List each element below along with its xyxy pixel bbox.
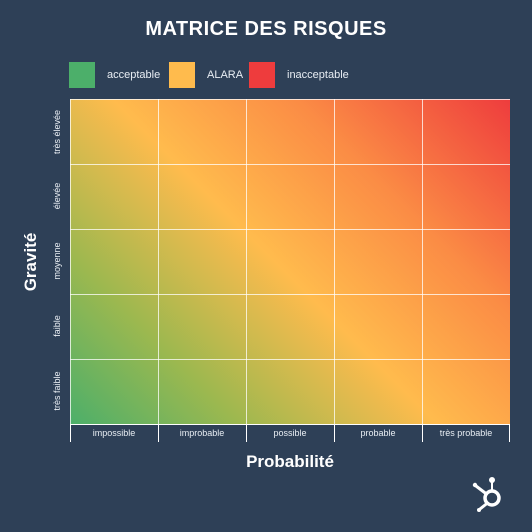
x-tick-label: probable [360, 428, 396, 438]
x-tick-mark [158, 424, 159, 442]
y-tick-label-text: élevée [52, 182, 62, 210]
hubspot-logo-icon [472, 477, 501, 512]
x-tick-mark [509, 424, 510, 442]
legend-swatch-acceptable [69, 62, 95, 88]
x-tick-mark [70, 424, 71, 442]
grid-line-vertical [158, 99, 159, 424]
x-axis-title: Probabilité [246, 452, 334, 471]
legend-swatch-alara [169, 62, 195, 88]
legend-label-inacceptable: inacceptable [287, 69, 349, 81]
legend-item-inacceptable: inacceptable [249, 62, 349, 88]
risk-matrix-heatmap [70, 99, 510, 424]
grid-line-horizontal [70, 229, 510, 230]
grid-line-horizontal [70, 164, 510, 165]
grid-line-horizontal [70, 294, 510, 295]
legend-label-acceptable: acceptable [107, 69, 161, 81]
legend-item-alara: ALARA [169, 62, 243, 88]
y-axis-title-text: Gravité [21, 232, 40, 292]
legend-swatch-inacceptable [249, 62, 275, 88]
legend: acceptable ALARA inacceptable [0, 62, 532, 88]
legend-label-alara: ALARA [207, 69, 244, 81]
chart-title: MATRICE DES RISQUES [145, 18, 387, 40]
x-tick-label: très probable [439, 428, 493, 438]
grid-line-vertical [70, 99, 71, 424]
grid-line-vertical [334, 99, 335, 424]
grid-line-vertical [422, 99, 423, 424]
y-tick-label-text: très faible [52, 371, 62, 411]
x-tick-label: improbable [179, 428, 225, 438]
legend-item-acceptable: acceptable [69, 62, 160, 88]
x-tick-label: possible [273, 428, 307, 438]
y-tick-label-text: faible [52, 315, 62, 337]
y-tick-label-text: moyenne [52, 242, 62, 280]
x-axis-line [70, 424, 510, 425]
y-tick-label-text: très élevée [52, 109, 62, 155]
grid-line-horizontal [70, 359, 510, 360]
x-tick-mark [334, 424, 335, 442]
grid-line-vertical [246, 99, 247, 424]
x-tick-mark [422, 424, 423, 442]
grid-line-horizontal [70, 99, 510, 100]
x-tick-label: impossible [92, 428, 136, 438]
x-tick-mark [246, 424, 247, 442]
